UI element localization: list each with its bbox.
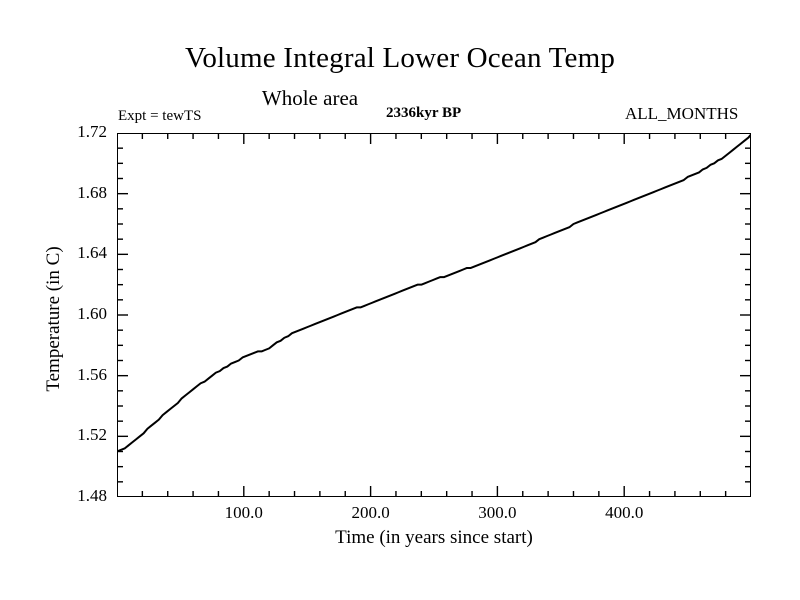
period-label: 2336kyr BP: [386, 105, 462, 121]
x-axis-tick-labels: 100.0 200.0 300.0 400.0: [117, 503, 751, 529]
plot-frame: [117, 133, 751, 497]
y-tick-label: 1.48: [77, 486, 107, 505]
y-tick-label: 1.64: [77, 243, 107, 263]
y-tick-label: 1.68: [77, 182, 107, 202]
y-tick-label: 1.52: [77, 425, 107, 445]
y-tick-label: 1.60: [77, 304, 107, 323]
y-tick-label: 1.56: [77, 364, 107, 384]
y-axis-tick-labels: 1.48 1.52 1.56 1.60 1.64 1.68 1.72: [47, 122, 107, 505]
x-tick-label: 100.0: [224, 503, 263, 522]
y-tick-label: 1.72: [77, 122, 107, 141]
data-line-series: [117, 133, 751, 453]
x-tick-label: 200.0: [351, 503, 390, 522]
x-tick-label: 300.0: [478, 503, 517, 522]
axis-ticks: [117, 133, 751, 497]
experiment-label: Expt = tewTS: [118, 108, 202, 124]
page-title: Volume Integral Lower Ocean Temp: [184, 42, 616, 74]
plot-area: [117, 133, 751, 497]
months-label: ALL_MONTHS: [625, 104, 739, 123]
chart-subtitle: Whole area: [261, 86, 359, 110]
x-axis-title: Time (in years since start): [335, 527, 533, 548]
x-tick-label: 400.0: [605, 503, 644, 522]
